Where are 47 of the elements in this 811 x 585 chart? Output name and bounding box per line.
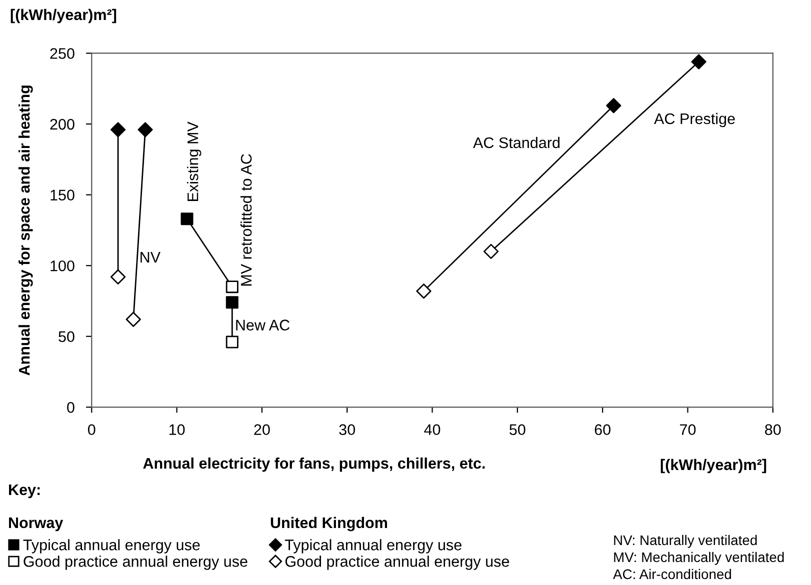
annotation: NV xyxy=(140,252,160,262)
point xyxy=(226,336,238,348)
y-axis-title: Annual energy for space and air heating xyxy=(18,86,33,376)
point xyxy=(483,244,499,260)
annotation: AC Prestige xyxy=(654,112,735,128)
legend-label: Typical annual energy use xyxy=(284,539,462,554)
y-tick-label: 50 xyxy=(58,331,74,342)
y-tick-label: 250 xyxy=(50,48,74,59)
x-tick-label: 10 xyxy=(169,424,185,436)
text: United Kingdom xyxy=(270,516,388,532)
text: MV: Mechanically ventilated xyxy=(614,552,784,565)
text: [(kWh/year)m²] xyxy=(10,8,116,24)
text: Norway xyxy=(9,517,64,532)
point xyxy=(138,122,153,138)
annotation: MV retrofitted to AC xyxy=(240,154,252,286)
point xyxy=(110,269,126,284)
legend-label: Good practice annual energy use xyxy=(285,556,510,570)
text: Key: xyxy=(9,484,40,498)
x-axis-title: Annual electricity for fans, pumps, chillers, etc. xyxy=(143,458,485,472)
text: AC: Air-conditioned xyxy=(613,568,731,580)
legend-label: Good practice annual energy use xyxy=(24,556,248,570)
y-tick-label: 0 xyxy=(67,402,74,413)
y-tick-label: 100 xyxy=(50,260,74,272)
point xyxy=(180,212,194,226)
y-tick-label: 200 xyxy=(50,118,74,130)
y-tick-label: 150 xyxy=(50,190,74,200)
x-tick-label: 30 xyxy=(339,424,356,436)
x-tick-label: 70 xyxy=(680,424,696,436)
text: [(kWh/year)m²] xyxy=(660,458,766,474)
x-tick-label: 80 xyxy=(765,424,781,436)
point xyxy=(226,296,238,309)
point xyxy=(416,284,432,299)
point xyxy=(691,54,706,70)
x-tick-label: 40 xyxy=(424,424,440,436)
annotation: New AC xyxy=(236,320,290,330)
point xyxy=(126,312,141,327)
x-tick-label: 60 xyxy=(594,424,610,436)
point xyxy=(110,122,126,138)
text: NV: Naturally ventilated xyxy=(614,534,757,548)
point xyxy=(226,280,238,294)
annotation: Existing MV xyxy=(187,122,202,201)
annotation: AC Standard xyxy=(473,136,560,148)
point xyxy=(606,98,622,114)
legend-label: Typical annual energy use xyxy=(23,539,200,554)
x-tick-label: 50 xyxy=(510,424,526,436)
x-tick-label: 0 xyxy=(88,424,96,436)
x-tick-label: 20 xyxy=(254,424,270,436)
